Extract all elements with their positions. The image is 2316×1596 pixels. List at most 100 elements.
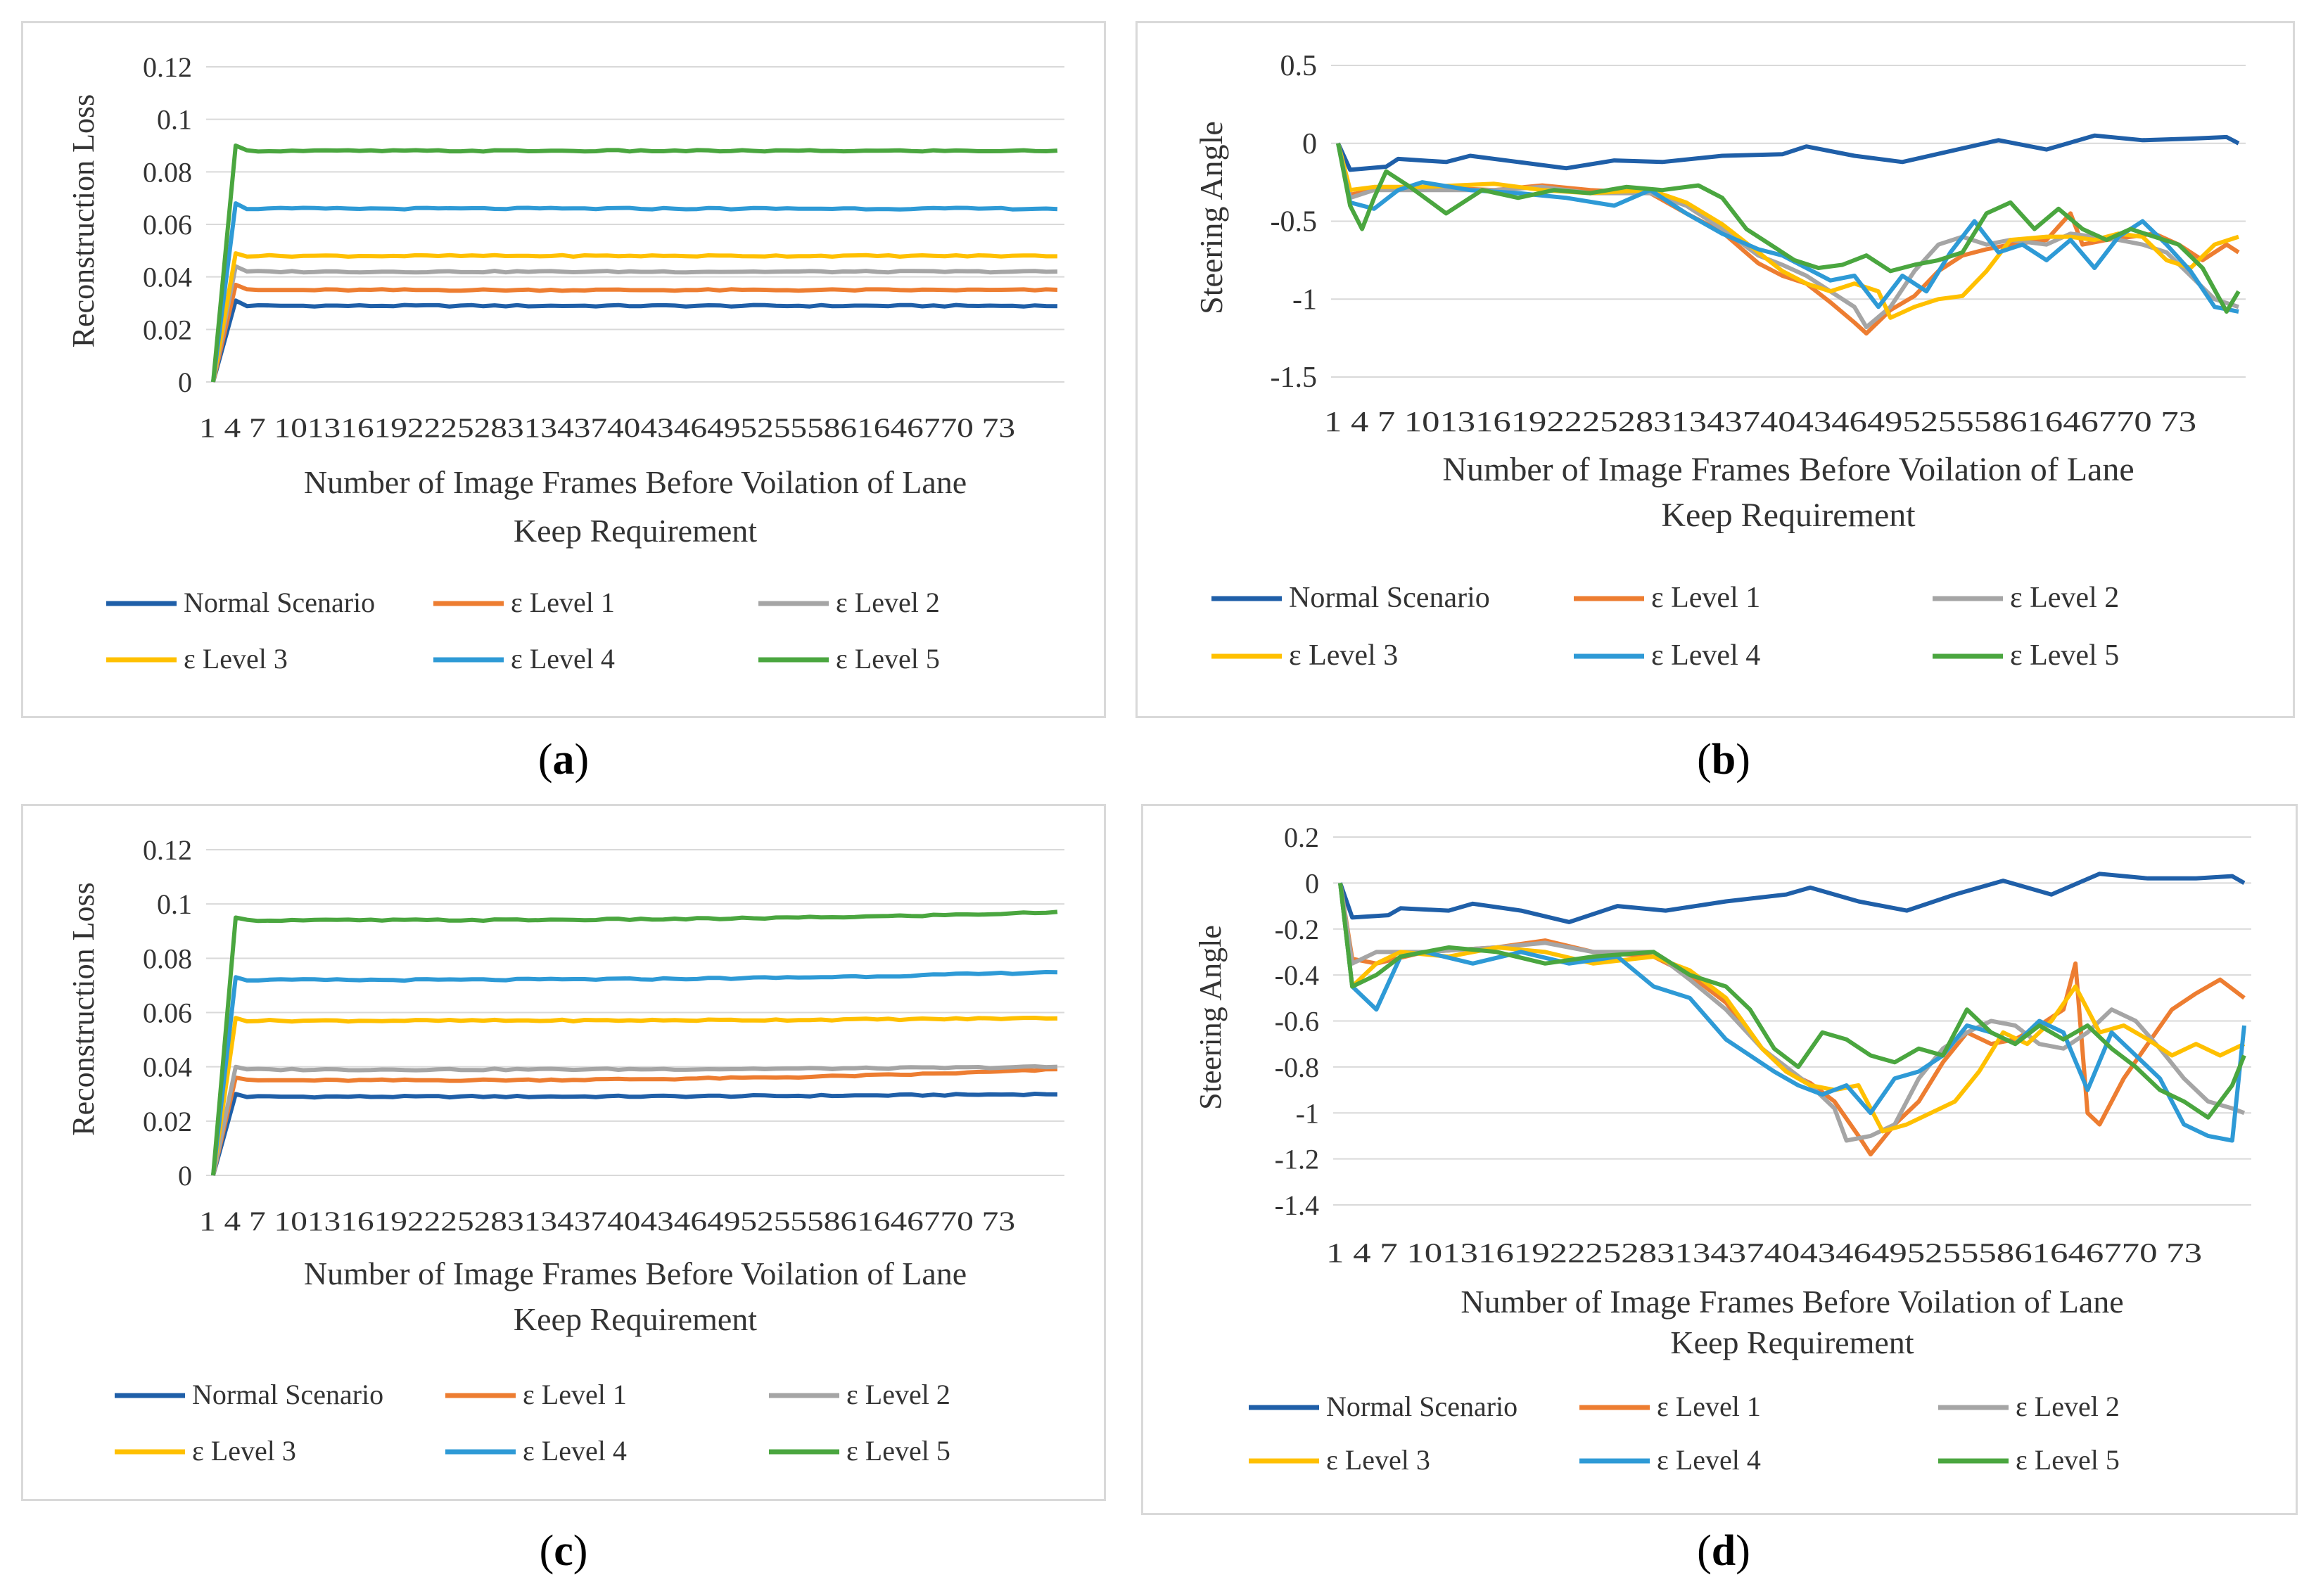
y-axis-label: Steering Angle <box>1193 925 1228 1110</box>
legend-label: ε Level 2 <box>2010 582 2119 614</box>
series-line-3 <box>1338 883 2246 1134</box>
series-line-0 <box>1336 133 2240 172</box>
y-tick-label: -1.2 <box>1275 1144 1319 1175</box>
legend-label: Normal Scenario <box>1289 582 1490 614</box>
y-tick-label: 0 <box>1302 128 1317 160</box>
y-tick-label: 0.08 <box>143 943 192 974</box>
legend-label: ε Level 5 <box>2016 1444 2120 1476</box>
y-tick-label: -0.5 <box>1271 206 1318 238</box>
legend-label: ε Level 3 <box>184 643 288 675</box>
series-line-0 <box>1338 872 2246 924</box>
y-tick-label: 0.04 <box>143 1052 192 1083</box>
y-tick-label: 0.02 <box>143 314 192 345</box>
legend-label: ε Level 1 <box>1651 582 1760 614</box>
y-tick-label: 0.1 <box>157 888 192 920</box>
x-axis-label-line1: Number of Image Frames Before Voilation … <box>304 1256 967 1291</box>
series-line-4 <box>211 201 1058 383</box>
x-tick-labels: 1 4 7 1013161922252831343740434649525558… <box>1324 405 2196 438</box>
x-axis-label-line1: Number of Image Frames Before Voilation … <box>304 464 967 500</box>
chart-svg-a: 0 0.02 0.04 0.06 0.08 0.1 0.12 Reconstruction L… <box>66 51 1064 675</box>
y-tick-label: 0.2 <box>1284 822 1319 853</box>
series-line-4 <box>211 970 1058 1176</box>
caption-d: (d) <box>1697 1527 1750 1575</box>
y-tick-label: 0 <box>178 366 192 398</box>
y-tick-label: -1.4 <box>1275 1189 1319 1221</box>
gridlines <box>206 66 1064 383</box>
series-line-1 <box>211 1067 1058 1176</box>
x-tick-labels: 1 4 7 1013161922252831343740434649525558… <box>199 413 1015 443</box>
series-line-3 <box>211 1016 1058 1176</box>
legend-label: ε Level 3 <box>192 1435 296 1467</box>
y-tick-label: 0.12 <box>143 834 192 866</box>
series-line-5 <box>211 909 1058 1176</box>
x-tick-labels: 1 4 7 1013161922252831343740434649525558… <box>199 1206 1015 1237</box>
series-group <box>211 143 1058 383</box>
legend-label: ε Level 5 <box>2010 639 2119 672</box>
chart-svg-b: -1.5 -1 -0.5 0 0.5 Steering Angle 1 4 7 101316… <box>1193 50 2246 672</box>
y-tick-label: 0.04 <box>143 262 192 293</box>
caption-a: (a) <box>537 736 590 784</box>
y-tick-label: -1 <box>1296 1097 1319 1129</box>
y-tick-label: -0.8 <box>1275 1052 1319 1083</box>
y-tick-label: 0 <box>178 1160 192 1192</box>
y-tick-label: 0.1 <box>157 104 192 136</box>
series-line-3 <box>211 251 1057 383</box>
series-group <box>1336 133 2241 336</box>
series-line-2 <box>1338 882 2246 1143</box>
series-group <box>1338 872 2246 1157</box>
y-axis-label: Reconstruction Loss <box>66 94 101 348</box>
gridlines <box>1331 65 2246 378</box>
legend-label: ε Level 2 <box>836 587 940 618</box>
legend-label: ε Level 4 <box>523 1435 627 1467</box>
series-line-1 <box>211 282 1058 383</box>
series-line-3 <box>1336 143 2239 320</box>
legend-label: Normal Scenario <box>184 587 375 618</box>
y-axis-label: Steering Angle <box>1193 121 1229 314</box>
chart-svg-c: 0 0.02 0.04 0.06 0.08 0.1 0.12 Reconstruction L… <box>66 834 1064 1467</box>
y-axis-label: Reconstruction Loss <box>66 882 101 1136</box>
y-tick-label: -0.4 <box>1275 959 1319 991</box>
y-tick-label: 0.08 <box>143 156 192 188</box>
y-tick-label: 0.06 <box>143 209 192 241</box>
series-group <box>211 909 1058 1176</box>
series-line-5 <box>1338 883 2246 1120</box>
legend-label: ε Level 4 <box>1657 1444 1761 1476</box>
legend-label: Normal Scenario <box>192 1379 383 1410</box>
y-tick-label: 0.12 <box>143 51 192 83</box>
legend-label: ε Level 2 <box>846 1379 950 1410</box>
y-tick-label: -0.2 <box>1275 914 1319 945</box>
gridlines <box>206 849 1064 1176</box>
y-tick-label: 0 <box>1305 867 1319 899</box>
chart-panel-a: 0 0.02 0.04 0.06 0.08 0.1 0.12 Reconstruction L… <box>21 21 1106 718</box>
series-line-2 <box>211 264 1058 383</box>
series-line-4 <box>1338 883 2246 1143</box>
legend: Normal Scenario ε Level 1 ε Level 2 ε Level… <box>115 1379 950 1467</box>
y-tick-label: -0.6 <box>1275 1006 1319 1038</box>
legend-label: ε Level 4 <box>1651 639 1760 672</box>
y-tick-label: -1.5 <box>1271 362 1318 394</box>
legend-label: ε Level 5 <box>846 1435 950 1467</box>
caption-c: (c) <box>539 1527 588 1575</box>
y-tick-label: 0.06 <box>143 997 192 1029</box>
legend-label: ε Level 1 <box>1657 1391 1761 1422</box>
x-axis-label-line1: Number of Image Frames Before Voilation … <box>1442 451 2134 488</box>
legend-label: Normal Scenario <box>1326 1391 1518 1422</box>
series-line-4 <box>1336 143 2239 314</box>
series-line-5 <box>211 143 1058 383</box>
chart-svg-d: -1.4 -1.2 -1 -0.8 -0.6 -0.4 -0.2 0 0.2 Steering A… <box>1193 822 2251 1476</box>
legend-label: ε Level 1 <box>523 1379 627 1410</box>
y-tick-label: 0.5 <box>1280 50 1318 82</box>
x-axis-label-line2: Keep Requirement <box>1670 1324 1914 1360</box>
caption-b: (b) <box>1697 736 1750 784</box>
legend-label: ε Level 3 <box>1326 1444 1430 1476</box>
legend-label: ε Level 5 <box>836 643 940 675</box>
y-tick-label: 0.02 <box>143 1106 192 1137</box>
series-line-0 <box>211 1092 1058 1176</box>
chart-panel-b: -1.5 -1 -0.5 0 0.5 Steering Angle 1 4 7 101316… <box>1135 21 2295 718</box>
legend-label: ε Level 3 <box>1289 639 1398 672</box>
x-axis-label-line1: Number of Image Frames Before Voilation … <box>1461 1284 2123 1320</box>
x-axis-label-line2: Keep Requirement <box>514 1301 757 1337</box>
legend-label: ε Level 2 <box>2016 1391 2120 1422</box>
legend: Normal Scenario ε Level 1 ε Level 2 ε Level… <box>1249 1391 2120 1476</box>
legend: Normal Scenario ε Level 1 ε Level 2 ε Level… <box>1211 582 2119 672</box>
